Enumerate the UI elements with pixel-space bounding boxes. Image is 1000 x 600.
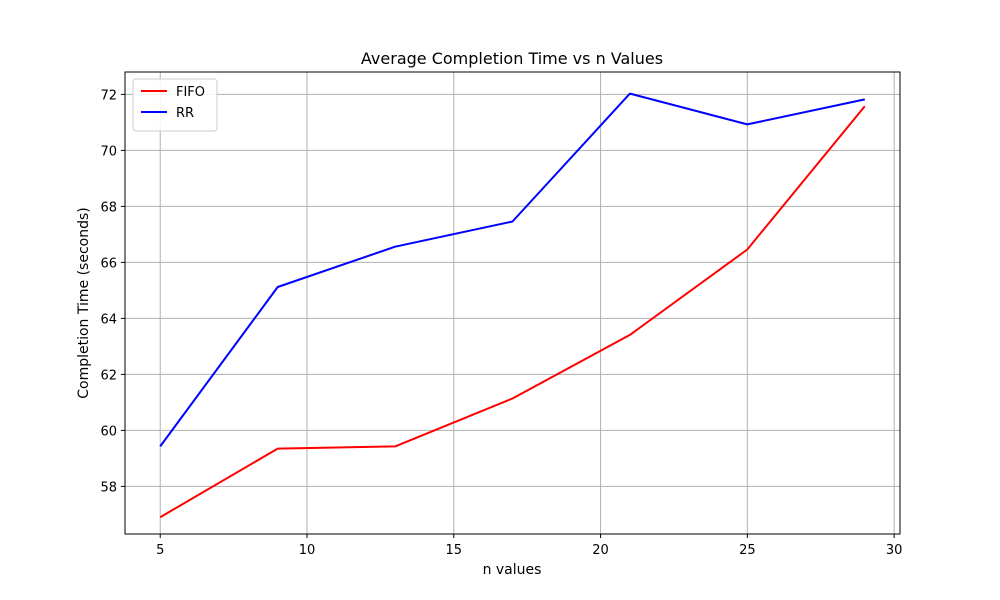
y-tick-label: 62 <box>100 368 117 383</box>
x-axis-ticks: 5 10 15 20 25 30 <box>156 534 902 558</box>
x-tick-label: 10 <box>299 543 316 558</box>
x-tick-label: 25 <box>739 543 756 558</box>
y-tick-label: 58 <box>100 480 117 495</box>
legend: FIFO RR <box>132 78 218 132</box>
y-tick-label: 64 <box>100 312 117 327</box>
x-axis-label: n values <box>483 562 542 578</box>
y-tick-label: 72 <box>100 88 117 103</box>
y-tick-label: 66 <box>100 256 117 271</box>
series-line-rr <box>159 92 866 447</box>
legend-label: FIFO <box>176 85 205 100</box>
chart-title: Average Completion Time vs n Values <box>361 49 663 68</box>
series-line-fifo <box>159 105 866 519</box>
x-tick-label: 20 <box>592 543 609 558</box>
x-tick-label: 30 <box>886 543 903 558</box>
grid <box>125 72 900 534</box>
y-axis-ticks: 58 60 62 64 66 68 70 72 <box>100 88 125 495</box>
y-tick-label: 70 <box>100 144 117 159</box>
y-tick-label: 60 <box>100 424 117 439</box>
series-lines <box>159 92 866 519</box>
x-tick-label: 5 <box>156 543 164 558</box>
plot-frame <box>124 71 901 535</box>
y-axis-label: Completion Time (seconds) <box>76 207 92 399</box>
y-tick-label: 68 <box>100 200 117 215</box>
x-tick-label: 15 <box>446 543 463 558</box>
legend-label: RR <box>176 106 194 121</box>
